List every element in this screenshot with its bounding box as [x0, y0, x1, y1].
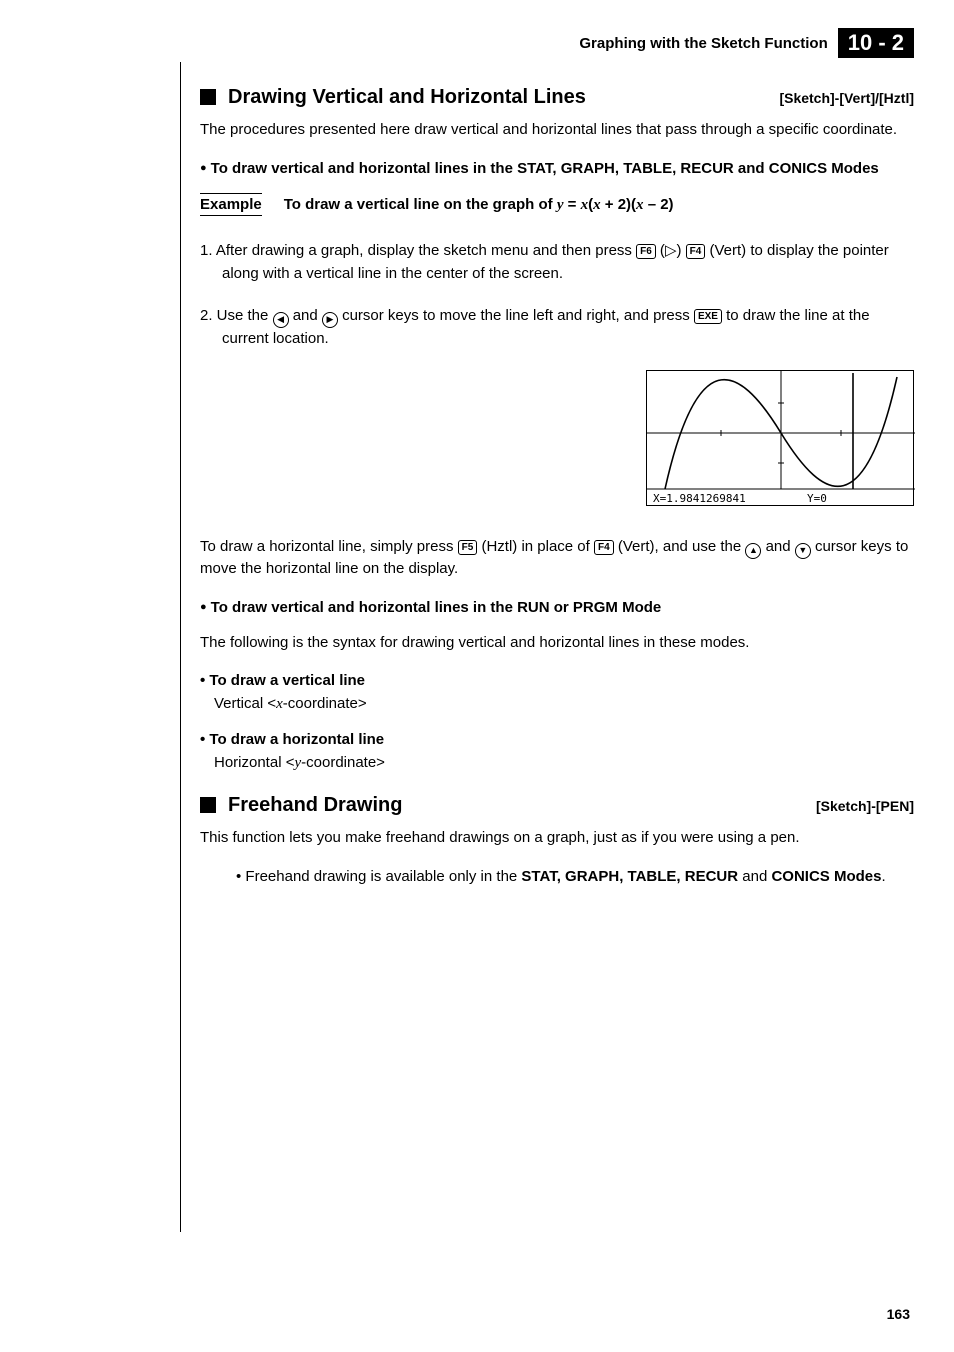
section-title: Drawing Vertical and Horizontal Lines	[228, 86, 779, 109]
calculator-screen: X=1.9841269841 Y=0	[646, 370, 914, 506]
note-a: • Freehand drawing is available only in …	[236, 868, 521, 885]
step-1: 1. After drawing a graph, display the sk…	[200, 240, 914, 285]
horz-syntax-a: Horizontal <	[214, 754, 294, 771]
sub1-heading: To draw vertical and horizontal lines in…	[200, 159, 914, 179]
section2-intro: This function lets you make freehand dra…	[200, 827, 914, 849]
key-exe: EXE	[694, 309, 722, 324]
key-f4-b: F4	[594, 540, 614, 555]
cursor-up-icon: ▲	[745, 543, 761, 559]
graph-holder: X=1.9841269841 Y=0	[200, 370, 914, 512]
key-f5: F5	[458, 540, 478, 555]
section-heading-freehand: Freehand Drawing [Sketch]-[PEN]	[200, 794, 914, 817]
post-graph-text: To draw a horizontal line, simply press …	[200, 536, 914, 580]
horz-syntax: Horizontal <y-coordinate>	[200, 754, 914, 772]
heading-bullet-icon	[200, 89, 216, 105]
example-text: To draw a vertical line on the graph of …	[284, 193, 674, 216]
key-f6: F6	[636, 244, 656, 259]
vert-syntax-a: Vertical <	[214, 695, 276, 712]
page-content: Drawing Vertical and Horizontal Lines [S…	[0, 66, 954, 889]
cursor-down-icon: ▼	[795, 543, 811, 559]
page-number: 163	[887, 1306, 910, 1322]
vert-label: • To draw a vertical line	[200, 672, 914, 689]
cursor-left-icon: ◀	[273, 312, 289, 328]
graph-svg: X=1.9841269841 Y=0	[647, 371, 915, 507]
menu-path: [Sketch]-[Vert]/[Hztl]	[779, 90, 914, 106]
note-c: .	[881, 868, 885, 885]
example-prefix: To draw a vertical line on the graph of	[284, 196, 557, 213]
step2-text-c: cursor keys to move the line left and ri…	[338, 307, 694, 324]
key-f4: F4	[686, 244, 706, 259]
step1-text-a: 1. After drawing a graph, display the sk…	[200, 242, 636, 259]
step2-text-b: and	[289, 307, 322, 324]
section2-note: • Freehand drawing is available only in …	[200, 866, 914, 889]
chapter-badge: 10 - 2	[838, 28, 914, 58]
section2-title: Freehand Drawing	[228, 794, 816, 817]
running-title: Graphing with the Sketch Function	[579, 35, 827, 52]
horz-label: • To draw a horizontal line	[200, 731, 914, 748]
left-margin-rule	[180, 62, 181, 1232]
pg-a: To draw a horizontal line, simply press	[200, 538, 458, 555]
example-label: Example	[200, 193, 262, 216]
step-2: 2. Use the ◀ and ▶ cursor keys to move t…	[200, 305, 914, 350]
step2-text-a: 2. Use the	[200, 307, 273, 324]
x-var: x	[276, 696, 283, 712]
sub2-intro: The following is the syntax for drawing …	[200, 632, 914, 654]
note-b: and	[738, 868, 771, 885]
note-bold: STAT, GRAPH, TABLE, RECUR	[521, 868, 738, 885]
section1-intro: The procedures presented here draw verti…	[200, 119, 914, 141]
sub2-heading: To draw vertical and horizontal lines in…	[200, 598, 914, 618]
section2-menu-path: [Sketch]-[PEN]	[816, 798, 914, 814]
vert-syntax-b: -coordinate>	[283, 695, 367, 712]
page-header: Graphing with the Sketch Function 10 - 2	[0, 0, 954, 66]
pg-d: and	[761, 538, 794, 555]
heading-bullet-icon-2	[200, 797, 216, 813]
note-bold2: CONICS Modes	[771, 868, 881, 885]
horz-syntax-b: -coordinate>	[301, 754, 385, 771]
tri-right-icon: ▷	[665, 242, 677, 259]
graph-y-label: Y=0	[807, 492, 827, 505]
pg-b: (Hztl) in place of	[477, 538, 594, 555]
cursor-right-icon: ▶	[322, 312, 338, 328]
example-row: Example To draw a vertical line on the g…	[200, 193, 914, 216]
pg-c: (Vert), and use the	[614, 538, 746, 555]
example-formula: y	[557, 197, 564, 213]
graph-x-label: X=1.9841269841	[653, 492, 746, 505]
section-heading-vert-horz: Drawing Vertical and Horizontal Lines [S…	[200, 86, 914, 109]
vert-syntax: Vertical <x-coordinate>	[200, 695, 914, 713]
